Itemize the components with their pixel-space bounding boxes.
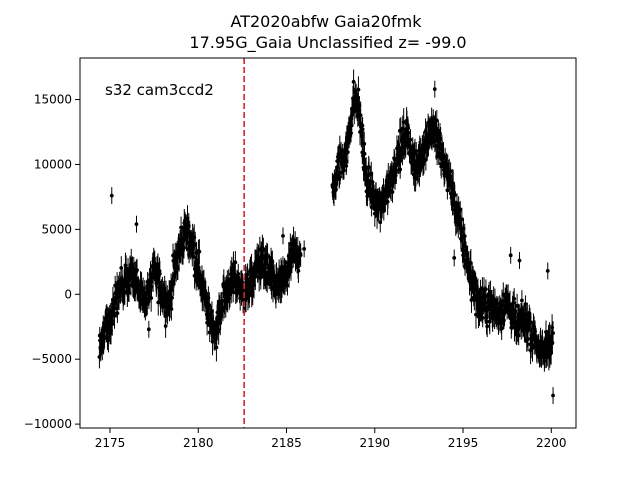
data-point bbox=[334, 187, 338, 192]
data-point bbox=[110, 321, 115, 326]
x-tick-label: 2195 bbox=[448, 436, 479, 450]
data-point bbox=[545, 269, 550, 273]
data-point bbox=[281, 233, 285, 238]
data-point bbox=[157, 271, 162, 276]
data-point bbox=[115, 311, 120, 316]
data-point bbox=[112, 313, 117, 318]
data-point bbox=[170, 295, 174, 300]
data-point bbox=[432, 87, 437, 92]
data-point bbox=[360, 123, 365, 128]
data-point bbox=[408, 137, 413, 142]
x-axis: 2175 2180 2185 2190 2195 2200 bbox=[95, 428, 567, 450]
data-point bbox=[119, 265, 124, 270]
y-tick-label: 10000 bbox=[34, 157, 72, 171]
data-point bbox=[109, 193, 114, 198]
data-point bbox=[487, 319, 492, 324]
data-point bbox=[298, 253, 303, 257]
data-point bbox=[512, 296, 517, 301]
data-point bbox=[485, 324, 490, 329]
data-point bbox=[337, 175, 342, 179]
chart-title-line1: AT2020abfw Gaia20fmk bbox=[231, 12, 423, 31]
data-point bbox=[214, 345, 219, 350]
data-point bbox=[345, 150, 350, 155]
data-point bbox=[245, 272, 250, 277]
data-point bbox=[362, 151, 367, 156]
data-point bbox=[459, 230, 464, 235]
data-point bbox=[127, 290, 131, 295]
data-point bbox=[436, 128, 441, 133]
x-tick-label: 2175 bbox=[95, 436, 126, 450]
data-point bbox=[508, 253, 513, 258]
y-tick-label: 5000 bbox=[41, 222, 72, 236]
data-point bbox=[406, 130, 411, 135]
data-points-layer bbox=[97, 69, 555, 404]
data-point bbox=[302, 246, 307, 251]
data-point bbox=[169, 307, 174, 311]
data-point bbox=[438, 131, 442, 136]
chart-title-line2: 17.95G_Gaia Unclassified z= -99.0 bbox=[189, 33, 466, 53]
data-point bbox=[106, 338, 111, 342]
data-point bbox=[434, 118, 439, 123]
data-point bbox=[551, 393, 555, 398]
data-point bbox=[517, 258, 522, 263]
data-point bbox=[520, 298, 524, 303]
data-point bbox=[459, 217, 464, 222]
data-point bbox=[480, 315, 485, 320]
data-point bbox=[484, 287, 488, 292]
data-point bbox=[401, 120, 406, 125]
data-point bbox=[441, 153, 446, 158]
data-point bbox=[349, 123, 354, 128]
data-point bbox=[551, 331, 555, 336]
data-point bbox=[338, 170, 343, 175]
data-point bbox=[526, 337, 530, 341]
data-point bbox=[285, 283, 290, 288]
data-point bbox=[351, 79, 356, 84]
data-point bbox=[452, 193, 457, 198]
x-tick-label: 2200 bbox=[536, 436, 567, 450]
data-point bbox=[134, 222, 139, 227]
data-point bbox=[458, 207, 463, 212]
data-point bbox=[423, 157, 428, 162]
plot-frame bbox=[79, 57, 577, 429]
data-point bbox=[197, 249, 202, 254]
data-point bbox=[356, 87, 361, 92]
data-point bbox=[462, 234, 467, 238]
y-tick-label: −10000 bbox=[24, 417, 72, 431]
data-point bbox=[233, 260, 238, 265]
data-point bbox=[448, 169, 453, 174]
y-axis: −10000 −5000 0 5000 10000 15000 bbox=[24, 93, 80, 431]
data-point bbox=[296, 268, 301, 273]
data-point bbox=[163, 324, 168, 328]
y-tick-label: −5000 bbox=[31, 352, 72, 366]
data-point bbox=[398, 159, 403, 163]
data-point bbox=[386, 194, 390, 199]
y-tick-label: 15000 bbox=[34, 93, 72, 107]
x-tick-label: 2180 bbox=[183, 436, 214, 450]
data-point bbox=[265, 254, 270, 259]
data-point bbox=[358, 113, 363, 118]
x-tick-label: 2185 bbox=[271, 436, 302, 450]
data-point bbox=[523, 302, 528, 307]
data-point bbox=[135, 268, 139, 273]
data-point bbox=[214, 326, 218, 330]
data-point bbox=[414, 149, 419, 154]
data-point bbox=[469, 298, 474, 302]
data-point bbox=[146, 327, 151, 332]
chart-annotation: s32 cam3ccd2 bbox=[105, 81, 214, 99]
data-point bbox=[236, 271, 241, 276]
data-point bbox=[452, 256, 457, 260]
data-point bbox=[349, 131, 353, 135]
data-point bbox=[342, 168, 346, 173]
x-tick-label: 2190 bbox=[360, 436, 391, 450]
data-point bbox=[383, 201, 388, 206]
y-tick-label: 0 bbox=[64, 287, 72, 301]
